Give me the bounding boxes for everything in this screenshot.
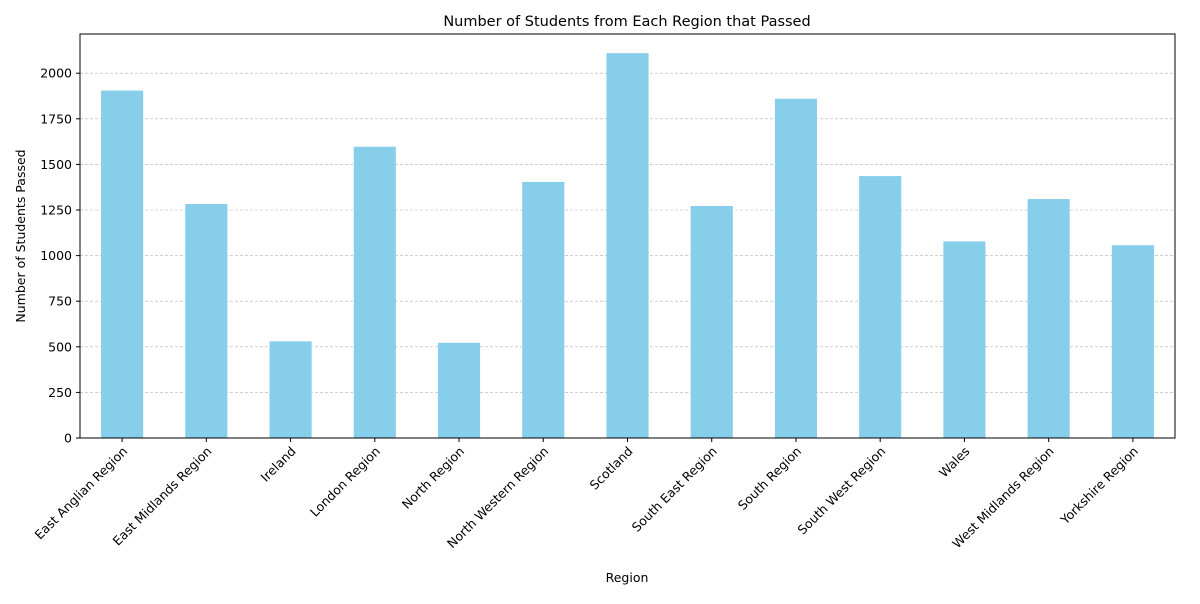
bar: [943, 241, 986, 438]
chart-title: Number of Students from Each Region that…: [443, 14, 810, 30]
bar: [1027, 199, 1070, 438]
y-tick-label: 0: [64, 431, 72, 446]
x-tick-label: Wales: [936, 444, 973, 481]
bar: [859, 176, 902, 438]
x-tick-label: South West Region: [794, 444, 888, 538]
bar: [690, 205, 733, 438]
y-tick-label: 1000: [40, 248, 72, 263]
x-tick-label: Scotland: [587, 444, 636, 493]
bar: [101, 90, 144, 439]
y-tick-label: 1500: [40, 157, 72, 172]
y-tick-label: 2000: [40, 66, 72, 81]
bar: [269, 341, 312, 438]
x-tick-label: East Midlands Region: [110, 444, 215, 549]
x-tick-label: London Region: [307, 444, 383, 520]
x-tick-label: South East Region: [629, 444, 720, 535]
y-tick-label: 1750: [40, 111, 72, 126]
x-tick-label: Ireland: [258, 444, 299, 485]
x-tick-label: South Region: [735, 444, 804, 513]
bar: [522, 181, 565, 439]
bar: [606, 53, 649, 438]
bar: [437, 342, 481, 438]
y-tick-label: 500: [48, 339, 72, 354]
bar: [353, 146, 396, 438]
y-tick-label: 1250: [40, 203, 72, 218]
bar: [774, 98, 818, 438]
x-tick-label: Yorkshire Region: [1057, 444, 1141, 528]
bars: [101, 53, 1154, 439]
y-axis-label: Number of Students Passed: [13, 149, 28, 322]
y-tick-label: 250: [48, 385, 72, 400]
y-axis-ticks: 0 250 500 750 1000 1250 1500 1750 2000: [40, 66, 80, 446]
x-axis-label: Region: [606, 570, 649, 585]
y-tick-label: 750: [48, 294, 72, 309]
x-tick-label: North Region: [399, 444, 467, 512]
bar: [185, 203, 228, 438]
x-tick-label: East Anglian Region: [31, 444, 130, 543]
bar: [1111, 245, 1154, 438]
